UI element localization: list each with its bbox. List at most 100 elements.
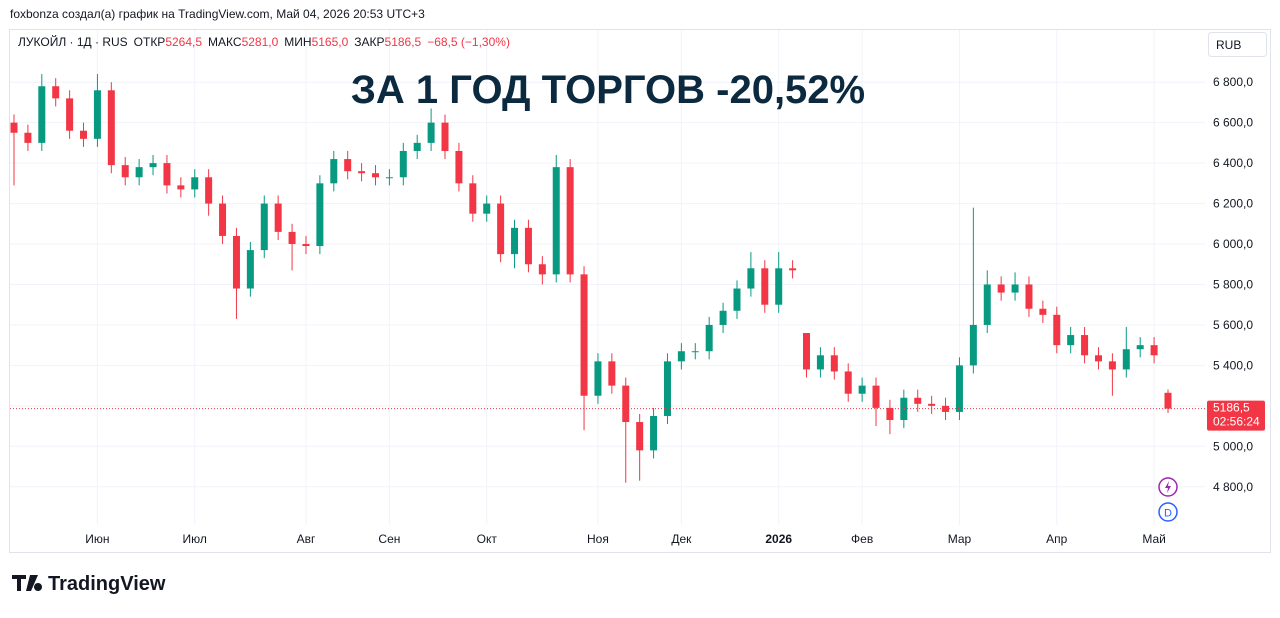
x-tick-label: Сен bbox=[378, 532, 400, 546]
candle-body bbox=[455, 150, 463, 184]
candle-body bbox=[38, 86, 46, 143]
candle-body bbox=[1025, 284, 1033, 309]
candle-body bbox=[302, 244, 310, 247]
legend-symbol: ЛУКОЙЛ · 1Д · RUS bbox=[18, 34, 128, 49]
candle-body bbox=[191, 177, 199, 190]
candle-body bbox=[524, 227, 532, 265]
candle-body bbox=[733, 288, 741, 311]
candle-body bbox=[691, 351, 699, 353]
candle-body bbox=[413, 142, 421, 151]
candle-body bbox=[775, 268, 783, 305]
y-tick-label: 5 400,0 bbox=[1213, 358, 1253, 372]
candle-body bbox=[497, 203, 505, 255]
y-tick-label: 6 600,0 bbox=[1213, 116, 1253, 130]
candle-body bbox=[177, 185, 185, 190]
candle-body bbox=[1039, 308, 1047, 315]
candle-body bbox=[385, 177, 393, 179]
x-tick-label: Окт bbox=[477, 532, 498, 546]
candle-body bbox=[93, 90, 101, 139]
candle-body bbox=[260, 203, 268, 251]
legend-label: ЗАКР bbox=[354, 35, 384, 49]
candle-body bbox=[24, 132, 32, 143]
y-tick-label: 4 800,0 bbox=[1213, 480, 1253, 494]
legend-label: МИН bbox=[284, 35, 311, 49]
candle-body bbox=[483, 203, 491, 214]
legend-label: МАКС bbox=[208, 35, 242, 49]
candle-body bbox=[747, 268, 755, 289]
candle-body bbox=[330, 159, 338, 184]
candle-body bbox=[928, 403, 936, 406]
candle-body bbox=[149, 163, 157, 168]
x-tick-label: 2026 bbox=[765, 532, 792, 546]
candle-body bbox=[52, 86, 60, 99]
candle-body bbox=[511, 227, 519, 255]
candle-body bbox=[1067, 335, 1075, 346]
candle-body bbox=[594, 361, 602, 396]
candle-body bbox=[538, 264, 546, 275]
last-price-label: 5186,5 bbox=[1213, 401, 1250, 415]
y-tick-label: 6 200,0 bbox=[1213, 197, 1253, 211]
x-tick-label: Мар bbox=[948, 532, 972, 546]
y-tick-label: 6 400,0 bbox=[1213, 156, 1253, 170]
dividend-letter: D bbox=[1164, 508, 1172, 520]
candle-body bbox=[886, 407, 894, 421]
y-tick-label: 6 000,0 bbox=[1213, 237, 1253, 251]
y-tick-label: 6 800,0 bbox=[1213, 75, 1253, 89]
candle-body bbox=[858, 385, 866, 394]
candle-body bbox=[1094, 355, 1102, 362]
brand-logo bbox=[12, 575, 43, 592]
candle-body bbox=[622, 385, 630, 423]
candle-body bbox=[789, 268, 797, 271]
candle-body bbox=[135, 167, 143, 178]
candle-body bbox=[441, 122, 449, 151]
legend-value: 5186,5 bbox=[385, 35, 422, 49]
candle-body bbox=[552, 167, 560, 275]
header: foxbonza создал(а) график на TradingView… bbox=[10, 7, 425, 21]
candle-body bbox=[942, 405, 950, 412]
candle-body bbox=[566, 167, 574, 275]
candle-body bbox=[288, 231, 296, 245]
candle-body bbox=[219, 203, 227, 236]
dividend-icon[interactable] bbox=[1158, 502, 1178, 522]
candle-body bbox=[316, 183, 324, 247]
candle-body bbox=[232, 235, 240, 289]
candle-body bbox=[1164, 392, 1172, 409]
candle-body bbox=[830, 355, 838, 372]
legend: ЛУКОЙЛ · 1Д · RUS ОТКР5264,5 МАКС5281,0 МИН… bbox=[18, 34, 510, 49]
candle-body bbox=[246, 250, 254, 289]
alert-icon-bolt bbox=[1165, 481, 1171, 493]
x-tick-label: Ноя bbox=[587, 532, 609, 546]
chart-frame bbox=[9, 29, 1271, 553]
candle-body bbox=[969, 324, 977, 366]
currency[interactable]: RUB bbox=[1216, 38, 1241, 52]
candle-body bbox=[816, 355, 824, 370]
candle-body bbox=[872, 385, 880, 408]
candle-body bbox=[580, 274, 588, 396]
candle-body bbox=[1108, 361, 1116, 370]
candle-body bbox=[1122, 349, 1130, 370]
candle-body bbox=[205, 177, 213, 204]
candles bbox=[10, 74, 1172, 483]
candle-body bbox=[1081, 335, 1089, 356]
candle-body bbox=[983, 284, 991, 325]
chart-title: ЗА 1 ГОД ТОРГОВ -20,52% bbox=[351, 68, 865, 112]
candle-body bbox=[955, 365, 963, 412]
x-tick-label: Авг bbox=[297, 532, 316, 546]
x-tick-label: Июн bbox=[85, 532, 109, 546]
candle-body bbox=[107, 90, 115, 166]
y-tick-label: 5 600,0 bbox=[1213, 318, 1253, 332]
currency-box[interactable] bbox=[1208, 32, 1267, 57]
candle-body bbox=[427, 122, 435, 143]
y-tick-label: 5 800,0 bbox=[1213, 277, 1253, 291]
candle-body bbox=[761, 268, 769, 305]
candle-body bbox=[608, 361, 616, 386]
candle-body bbox=[900, 397, 908, 421]
x-tick-label: Июл bbox=[183, 532, 207, 546]
candle-body bbox=[1150, 345, 1158, 356]
candle-body bbox=[844, 371, 852, 394]
candle-body bbox=[636, 422, 644, 451]
candle-body bbox=[274, 203, 282, 232]
candle-body bbox=[650, 415, 658, 451]
